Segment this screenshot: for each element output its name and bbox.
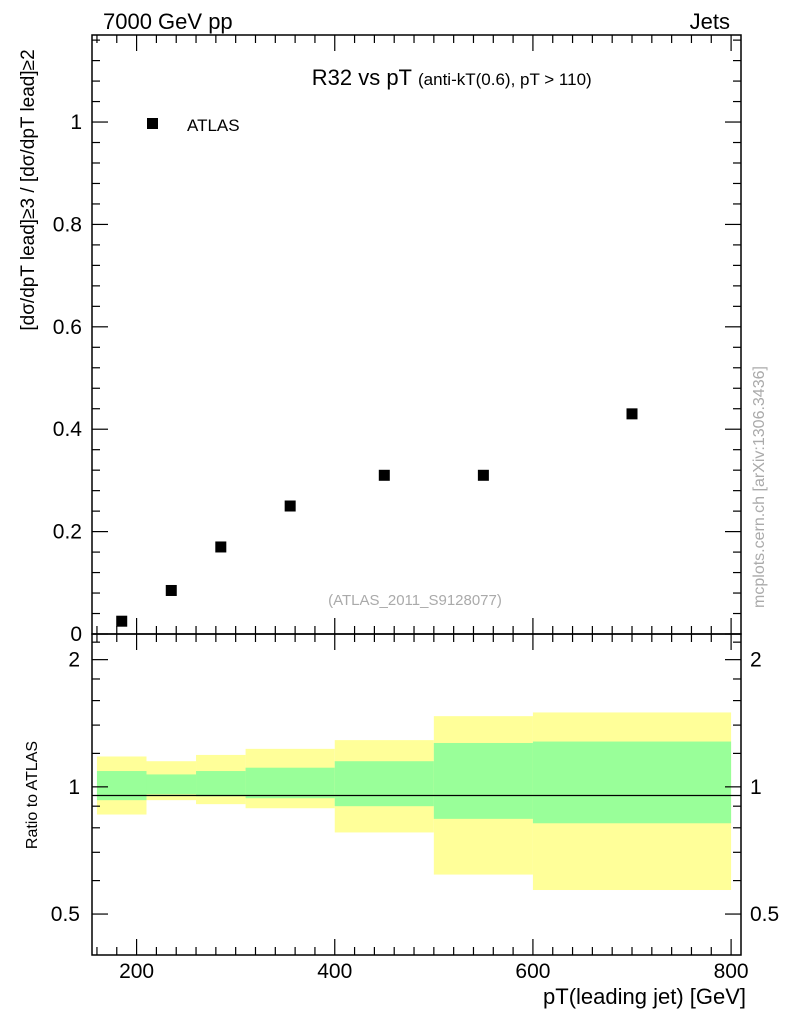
data-point: [284, 500, 296, 512]
ratio-y-tick-label-right: 1: [750, 776, 762, 799]
ratio-plot-panel: 0.5 0.5 1 1 2 2 200 400 600 800 Ratio to ATLAS pT…: [24, 633, 779, 1009]
y-tick-label: 0.4: [53, 418, 83, 441]
x-axis-label: pT(leading jet) [GeV]: [543, 984, 746, 1009]
legend-marker-atlas: [147, 118, 158, 129]
ratio-y-axis-label: Ratio to ATLAS: [24, 741, 41, 849]
y-tick-label: 0.6: [53, 316, 82, 339]
x-tick-label: 400: [317, 960, 352, 983]
plot-title: R32 vs pT: [312, 65, 412, 90]
analysis-id-annotation: (ATLAS_2011_S9128077): [328, 592, 502, 609]
stat-uncertainty-band: [334, 761, 434, 807]
x-tick-label: 200: [119, 960, 154, 983]
y-tick-label: 1: [70, 111, 82, 134]
ratio-y-tick-label-right: 0.5: [750, 903, 779, 926]
ratio-y-tick-label-left: 1: [68, 776, 80, 799]
stat-uncertainty-band: [433, 742, 533, 819]
ratio-plot-frame: [91, 633, 742, 956]
main-plot-panel: 0 0.2 0.4 0.6 0.8 1 R32 vs pT (anti-kT(0.6), …: [18, 34, 742, 646]
data-point: [477, 469, 489, 481]
data-point: [215, 541, 227, 553]
stat-uncertainty-band: [245, 767, 335, 799]
plot-subtitle: (anti-kT(0.6), pT > 110): [418, 70, 592, 89]
ratio-y-tick-label-left: 0.5: [51, 903, 80, 926]
stat-uncertainty-band: [146, 774, 197, 795]
x-tick-label: 800: [714, 960, 749, 983]
stat-uncertainty-band: [196, 771, 246, 797]
main-y-axis-label: [dσ/dpT lead]≥3 / [dσ/dpT lead]≥2: [18, 49, 39, 330]
mcplots-reference-label: mcplots.cern.ch [arXiv:1306.3436]: [751, 366, 768, 608]
data-point: [165, 584, 177, 596]
x-tick-label: 600: [515, 960, 550, 983]
y-tick-label: 0: [70, 623, 82, 646]
header-process-label: Jets: [690, 9, 730, 34]
ratio-y-tick-label-left: 2: [68, 649, 80, 672]
legend-label-atlas: ATLAS: [187, 116, 240, 135]
y-tick-label: 0.2: [53, 521, 82, 544]
header-energy-label: 7000 GeV pp: [103, 9, 233, 34]
data-point: [116, 615, 128, 627]
stat-uncertainty-band: [532, 741, 732, 824]
ratio-y-tick-label-right: 2: [750, 649, 762, 672]
data-point: [626, 408, 638, 420]
y-tick-label: 0.8: [53, 213, 82, 236]
data-point: [378, 469, 390, 481]
